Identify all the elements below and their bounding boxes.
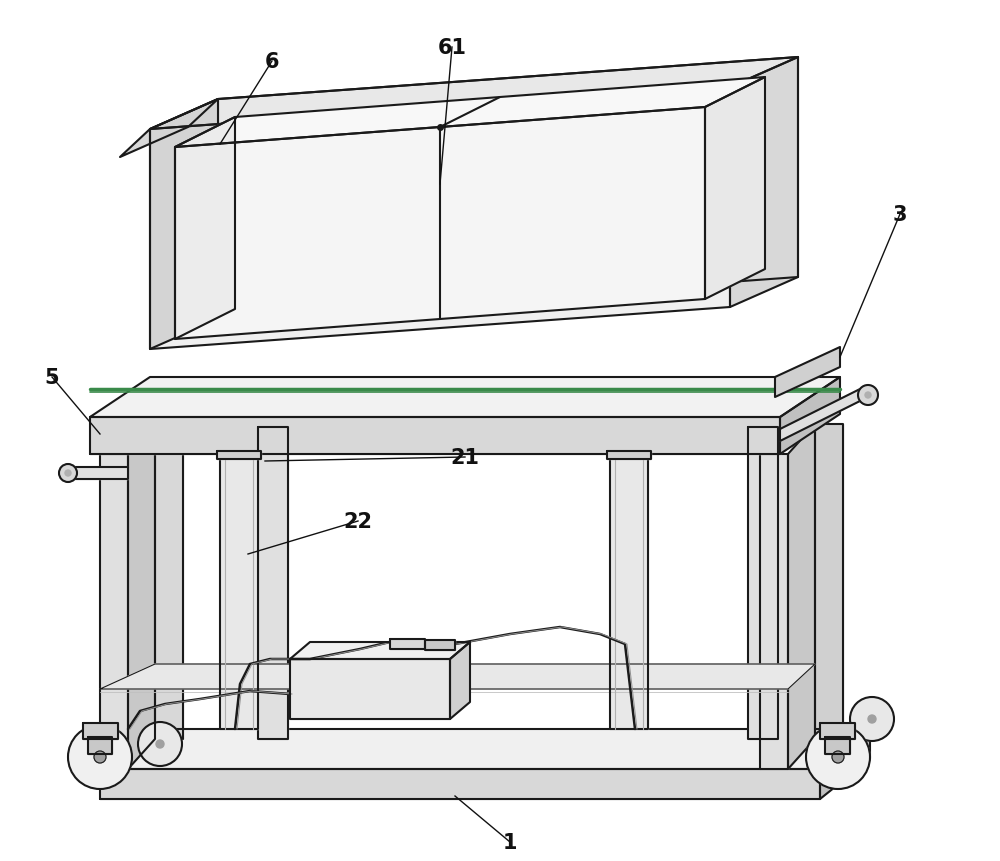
Polygon shape [175,77,765,148]
Text: 5: 5 [45,368,59,387]
Polygon shape [760,455,788,769]
Polygon shape [607,451,651,460]
Polygon shape [88,737,112,754]
Text: 22: 22 [344,511,373,531]
Polygon shape [128,424,155,769]
Polygon shape [150,88,730,350]
Polygon shape [155,424,183,739]
Polygon shape [100,729,870,769]
Polygon shape [730,58,798,307]
Polygon shape [175,118,235,339]
Polygon shape [218,58,798,319]
Polygon shape [780,389,860,442]
Polygon shape [450,642,470,719]
Polygon shape [820,723,855,739]
Circle shape [65,470,71,476]
Polygon shape [175,108,705,339]
Polygon shape [258,428,288,739]
Text: 6: 6 [265,52,279,72]
Polygon shape [775,348,840,398]
Circle shape [868,715,876,723]
Polygon shape [815,424,843,739]
Text: 21: 21 [450,448,480,468]
Polygon shape [120,100,218,158]
Polygon shape [100,664,815,689]
Polygon shape [290,642,470,660]
Polygon shape [100,769,820,799]
Polygon shape [150,100,218,350]
Circle shape [832,751,844,763]
Polygon shape [705,77,765,300]
Circle shape [806,725,870,789]
Polygon shape [90,418,780,455]
Text: 3: 3 [893,205,907,225]
Circle shape [850,697,894,741]
Polygon shape [150,58,798,130]
Circle shape [156,740,164,748]
Polygon shape [72,468,128,480]
Text: 1: 1 [503,832,517,852]
Circle shape [68,725,132,789]
Polygon shape [425,641,455,650]
Polygon shape [290,660,450,719]
Circle shape [94,751,106,763]
Polygon shape [220,455,258,729]
Circle shape [138,722,182,766]
Circle shape [858,386,878,406]
Text: 61: 61 [438,38,466,58]
Polygon shape [820,729,870,799]
Circle shape [865,393,871,399]
Polygon shape [748,428,778,739]
Polygon shape [788,424,815,769]
Polygon shape [780,378,840,455]
Polygon shape [390,639,425,649]
Circle shape [59,464,77,482]
Polygon shape [825,737,850,754]
Polygon shape [90,378,840,418]
Polygon shape [217,451,261,460]
Polygon shape [83,723,118,739]
Polygon shape [610,455,648,729]
Polygon shape [100,455,128,769]
